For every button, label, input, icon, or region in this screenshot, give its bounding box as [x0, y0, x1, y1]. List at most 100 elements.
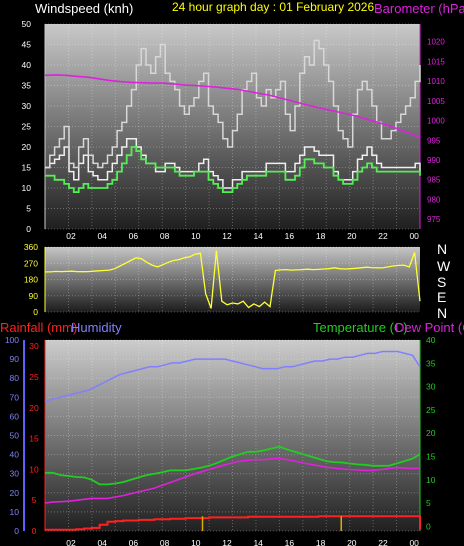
x-tick-top: 22: [378, 231, 388, 241]
y-tick-wind: 5: [26, 204, 31, 214]
x-tick-top: 20: [347, 231, 357, 241]
y-tick-rain: 0: [32, 526, 37, 536]
series-temperature: [45, 445, 421, 486]
y-tick-baro: 985: [427, 176, 441, 185]
y-tick-rain: 25: [29, 372, 39, 382]
compass-w: W: [437, 258, 451, 274]
y-tick-wind: 50: [22, 19, 32, 29]
y-tick-baro: 1000: [427, 117, 445, 126]
y-tick-humidity: 30: [10, 469, 20, 479]
y-tick-temp: 30: [426, 382, 436, 392]
compass-s: S: [437, 274, 446, 290]
series-dewpoint: [44, 457, 421, 504]
x-tick-top: 00: [409, 231, 419, 241]
x-tick-bottom: 10: [191, 538, 201, 546]
y-tick-baro: 1010: [427, 77, 445, 86]
y-tick-humidity: 100: [5, 335, 19, 345]
wind-plot-area: [45, 24, 420, 229]
x-tick-bottom: 22: [378, 538, 388, 546]
x-tick-bottom: 14: [253, 538, 263, 546]
y-tick-wind: 30: [22, 101, 32, 111]
x-tick-bottom: 06: [129, 538, 139, 546]
y-tick-humidity: 80: [10, 373, 20, 383]
x-tick-top: 16: [285, 231, 295, 241]
y-tick-baro: 995: [427, 136, 441, 145]
direction-plot-area: [45, 247, 420, 312]
y-tick-rain: 10: [29, 464, 39, 474]
y-tick-humidity: 20: [10, 488, 20, 498]
humidity-label: Humidity: [71, 320, 122, 335]
y-tick-rain: 5: [32, 495, 37, 505]
y-tick-temp: 15: [426, 451, 436, 461]
x-tick-top: 06: [129, 231, 139, 241]
x-tick-top: 18: [316, 231, 326, 241]
y-tick-baro: 990: [427, 156, 441, 165]
x-tick-bottom: 02: [66, 538, 76, 546]
x-tick-top: 04: [97, 231, 107, 241]
x-tick-bottom: 04: [97, 538, 107, 546]
y-tick-temp: 35: [426, 358, 436, 368]
y-tick-wind: 0: [26, 224, 31, 234]
y-tick-direction: 0: [33, 307, 38, 317]
y-tick-wind: 25: [22, 122, 32, 132]
y-tick-humidity: 10: [10, 507, 20, 517]
y-tick-baro: 1015: [427, 57, 445, 66]
y-tick-humidity: 90: [10, 354, 20, 364]
dewpoint-label: Dew Point (C): [395, 320, 464, 335]
y-tick-humidity: 60: [10, 411, 20, 421]
compass-e: E: [437, 289, 446, 305]
series-avg: [45, 146, 421, 193]
y-tick-wind: 35: [22, 81, 32, 91]
y-tick-temp: 5: [426, 498, 431, 508]
series-direction: [45, 250, 421, 309]
series-rainfall: [45, 515, 421, 531]
x-tick-top: 02: [66, 231, 76, 241]
y-tick-direction: 90: [29, 291, 39, 301]
windspeed-label: Windspeed (knh): [35, 1, 133, 16]
x-tick-bottom: 18: [316, 538, 326, 546]
series-humidity: [44, 350, 421, 402]
y-tick-temp: 0: [426, 521, 431, 531]
graph-title: 24 hour graph day : 01 February 2026: [172, 0, 374, 14]
y-tick-rain: 15: [29, 434, 39, 444]
compass-n-bottom: N: [437, 305, 447, 321]
x-tick-top: 12: [222, 231, 232, 241]
y-tick-temp: 10: [426, 475, 436, 485]
y-tick-direction: 270: [24, 258, 38, 268]
rainfall-label: Rainfall (mm): [0, 320, 77, 335]
x-tick-bottom: 12: [222, 538, 232, 546]
y-tick-temp: 40: [426, 335, 436, 345]
y-tick-baro: 980: [427, 195, 441, 204]
y-tick-humidity: 40: [10, 450, 20, 460]
x-tick-top: 14: [253, 231, 263, 241]
y-tick-baro: 1020: [427, 38, 445, 47]
y-tick-rain: 20: [29, 403, 39, 413]
y-tick-baro: 1005: [427, 97, 445, 106]
y-tick-temp: 20: [426, 428, 436, 438]
x-tick-bottom: 20: [347, 538, 357, 546]
x-tick-bottom: 00: [409, 538, 419, 546]
y-tick-wind: 15: [22, 163, 32, 173]
y-tick-temp: 25: [426, 405, 436, 415]
y-tick-wind: 10: [22, 183, 32, 193]
series-barometer: [44, 74, 421, 139]
y-tick-humidity: 0: [14, 526, 19, 536]
y-tick-rain: 30: [29, 341, 39, 351]
y-tick-direction: 180: [24, 275, 38, 285]
x-tick-top: 08: [160, 231, 170, 241]
series-gust: [45, 39, 421, 169]
y-tick-wind: 45: [22, 40, 32, 50]
x-tick-bottom: 08: [160, 538, 170, 546]
barometer-label: Barometer (hPa): [374, 1, 464, 16]
x-tick-top: 10: [191, 231, 201, 241]
y-tick-humidity: 70: [10, 392, 20, 402]
y-tick-baro: 975: [427, 215, 441, 224]
x-tick-bottom: 16: [285, 538, 295, 546]
temperature-label: Temperature (C): [313, 320, 408, 335]
compass-n-top: N: [437, 241, 447, 257]
y-tick-wind: 40: [22, 60, 32, 70]
y-tick-direction: 360: [24, 242, 38, 252]
y-tick-humidity: 50: [10, 431, 20, 441]
y-tick-wind: 20: [22, 142, 32, 152]
